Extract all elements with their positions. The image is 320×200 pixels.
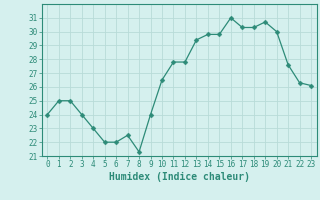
X-axis label: Humidex (Indice chaleur): Humidex (Indice chaleur)	[109, 172, 250, 182]
